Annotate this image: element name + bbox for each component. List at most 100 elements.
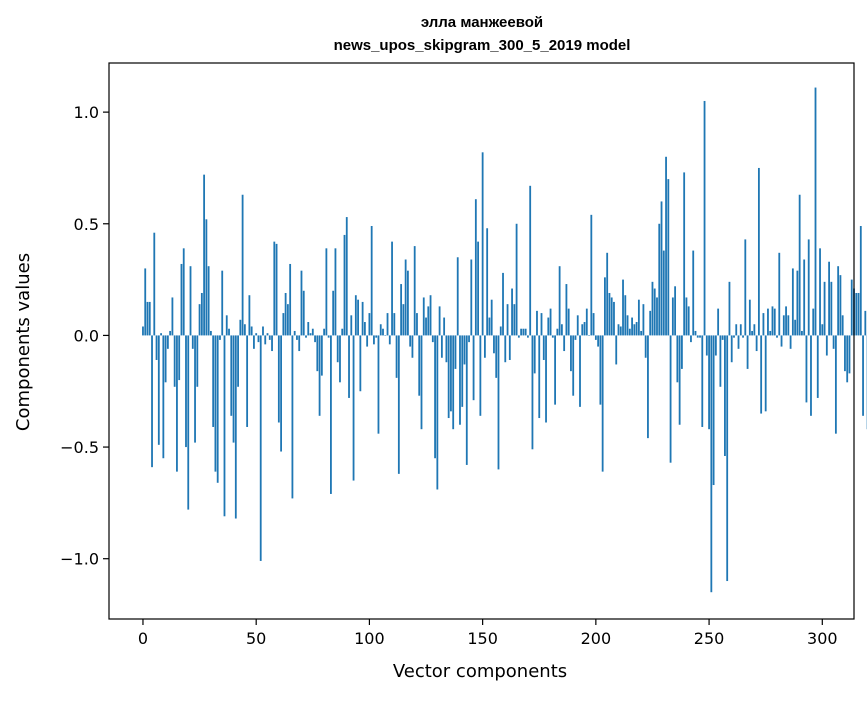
bar-component-83 xyxy=(330,335,332,494)
bar-component-38 xyxy=(228,329,230,336)
bar-component-63 xyxy=(285,293,287,335)
bar-component-211 xyxy=(620,326,622,335)
bar-component-233 xyxy=(670,335,672,462)
bar-component-134 xyxy=(446,335,448,362)
bar-component-130 xyxy=(436,335,438,489)
bar-component-1 xyxy=(144,268,146,335)
bar-component-102 xyxy=(373,335,375,344)
bar-component-307 xyxy=(837,266,839,335)
bar-component-45 xyxy=(244,324,246,335)
bar-component-184 xyxy=(559,266,561,335)
bar-component-74 xyxy=(310,333,312,335)
bar-component-62 xyxy=(282,313,284,335)
bar-component-160 xyxy=(504,335,506,362)
bar-component-208 xyxy=(613,302,615,335)
bar-component-14 xyxy=(174,335,176,386)
bar-component-26 xyxy=(201,293,203,335)
bar-component-201 xyxy=(597,335,599,346)
bar-component-297 xyxy=(815,88,817,336)
bar-component-318 xyxy=(862,335,864,415)
bar-component-182 xyxy=(554,335,556,404)
bar-component-35 xyxy=(221,271,223,336)
bar-component-249 xyxy=(706,335,708,355)
bar-component-86 xyxy=(337,335,339,362)
bar-component-250 xyxy=(708,335,710,429)
bar-component-214 xyxy=(627,315,629,335)
bar-component-99 xyxy=(366,335,368,346)
bar-component-263 xyxy=(738,335,740,348)
bar-component-88 xyxy=(341,329,343,336)
bar-component-110 xyxy=(391,242,393,336)
bar-component-69 xyxy=(298,335,300,351)
bar-component-287 xyxy=(792,268,794,335)
bar-component-33 xyxy=(217,335,219,482)
bar-component-147 xyxy=(475,199,477,335)
bar-component-173 xyxy=(534,335,536,373)
bar-component-197 xyxy=(588,335,590,336)
bar-component-252 xyxy=(713,335,715,485)
bar-component-11 xyxy=(167,335,169,348)
bar-component-207 xyxy=(611,297,613,335)
bar-component-28 xyxy=(205,219,207,335)
bar-component-12 xyxy=(169,331,171,335)
bar-component-228 xyxy=(658,224,660,336)
bar-component-241 xyxy=(688,306,690,335)
bar-component-260 xyxy=(731,335,733,362)
bar-component-144 xyxy=(468,335,470,342)
bar-component-221 xyxy=(643,304,645,335)
bar-component-276 xyxy=(767,309,769,336)
bar-component-296 xyxy=(812,309,814,336)
bar-component-235 xyxy=(674,286,676,335)
bar-component-244 xyxy=(695,331,697,335)
bar-component-288 xyxy=(794,320,796,336)
bar-component-7 xyxy=(158,335,160,444)
bar-component-113 xyxy=(398,335,400,473)
bar-component-243 xyxy=(692,251,694,336)
bar-component-75 xyxy=(312,329,314,336)
y-tick-label: −0.5 xyxy=(60,438,99,457)
bar-component-206 xyxy=(609,293,611,335)
bar-component-2 xyxy=(147,302,149,335)
bar-component-73 xyxy=(307,322,309,335)
bar-component-142 xyxy=(464,335,466,364)
bar-component-30 xyxy=(210,331,212,335)
bar-component-151 xyxy=(484,335,486,357)
bar-component-131 xyxy=(439,306,441,335)
y-tick-label: 0.5 xyxy=(74,215,99,234)
bar-component-301 xyxy=(824,282,826,336)
bar-component-223 xyxy=(647,335,649,438)
bar-component-58 xyxy=(273,242,275,336)
bar-component-145 xyxy=(470,260,472,336)
bar-component-159 xyxy=(502,273,504,336)
bar-component-185 xyxy=(561,324,563,335)
bar-component-212 xyxy=(622,280,624,336)
bar-component-266 xyxy=(744,239,746,335)
bar-component-248 xyxy=(704,101,706,335)
bar-component-259 xyxy=(729,282,731,336)
bar-component-89 xyxy=(344,235,346,335)
bar-component-112 xyxy=(396,335,398,377)
bar-component-213 xyxy=(624,295,626,335)
bar-component-76 xyxy=(314,335,316,342)
bar-component-141 xyxy=(461,335,463,406)
bar-component-65 xyxy=(289,264,291,335)
bar-component-282 xyxy=(781,335,783,346)
bar-component-304 xyxy=(830,282,832,336)
bar-component-48 xyxy=(251,326,253,335)
bar-component-291 xyxy=(801,331,803,335)
bar-component-317 xyxy=(860,226,862,335)
bar-component-136 xyxy=(450,335,452,411)
bar-component-128 xyxy=(432,335,434,342)
bar-component-174 xyxy=(536,311,538,336)
bar-component-39 xyxy=(230,335,232,415)
bar-component-261 xyxy=(733,335,735,337)
x-tick-label: 50 xyxy=(246,629,266,648)
bar-component-179 xyxy=(547,318,549,336)
bar-component-100 xyxy=(369,313,371,335)
bar-component-129 xyxy=(434,335,436,458)
bar-component-168 xyxy=(522,329,524,336)
bar-component-269 xyxy=(751,331,753,335)
chart-title-line1: элла манжеевой xyxy=(421,14,543,31)
